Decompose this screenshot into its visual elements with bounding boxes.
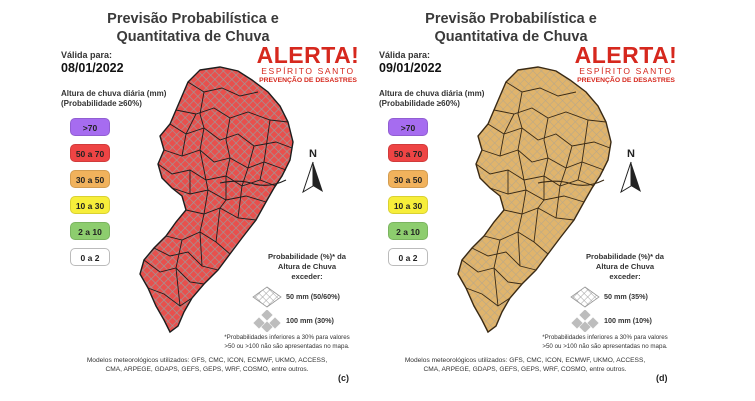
prob-title-line-3: exceder: — [291, 272, 323, 281]
north-arrow: N — [299, 148, 327, 201]
prob-title-line-1: Probabilidade (%)* da — [585, 252, 665, 261]
footnote: *Probabilidades inferiores a 30% para va… — [520, 334, 690, 351]
legend-title: Altura de chuva diária (mm) (Probabilida… — [379, 89, 484, 109]
prob-100mm-label: 100 mm (10%) — [604, 316, 652, 325]
logo-main-text: ALERTA! — [574, 42, 678, 68]
title-line-1: Previsão Probabilística e — [425, 11, 597, 27]
logo-main-text: ALERTA! — [256, 42, 360, 68]
state-outline — [139, 66, 294, 334]
espirito-santo-map — [139, 66, 294, 334]
valid-date: 08/01/2022 — [61, 61, 124, 75]
dot-symbol-100mm-icon — [571, 310, 599, 332]
north-label: N — [309, 148, 317, 160]
municipality-borders — [461, 81, 611, 307]
panel-title: Previsão Probabilística e Quantitativa d… — [406, 10, 616, 46]
legend-swatch-gt70: >70 — [70, 118, 110, 136]
valid-label: Válida para: — [379, 50, 431, 60]
models-line-1: Modelos meteorológicos utilizados: GFS, … — [86, 357, 328, 364]
hatch-symbol-50mm-icon — [252, 286, 282, 308]
legend-swatch-0-2: 0 a 2 — [70, 248, 110, 266]
models-note: Modelos meteorológicos utilizados: GFS, … — [390, 356, 660, 374]
forecast-panel-d: Previsão Probabilística e Quantitativa d… — [370, 0, 688, 401]
municipality-borders — [143, 81, 293, 307]
north-arrow: N — [617, 148, 645, 201]
prob-row-100mm: 100 mm (30%) — [252, 310, 372, 332]
dot-symbol-100mm-icon — [253, 310, 281, 332]
north-arrow-icon — [302, 161, 323, 194]
legend-title-line-2: (Probabilidade ≥60%) — [61, 99, 142, 108]
logo-sub2-text: PREVENÇÃO DE DESASTRES — [577, 77, 675, 84]
models-line-1: Modelos meteorológicos utilizados: GFS, … — [404, 357, 646, 364]
legend-swatch-30-50: 30 a 50 — [70, 170, 110, 188]
legend-swatch-50-70: 50 a 70 — [388, 144, 428, 162]
prob-row-50mm: 50 mm (35%) — [570, 286, 690, 308]
prob-title-line-2: Altura de Chuva — [595, 262, 655, 271]
logo-sub2-text: PREVENÇÃO DE DESASTRES — [259, 77, 357, 84]
legend-title-line-1: Altura de chuva diária (mm) — [379, 89, 485, 98]
prob-row-100mm: 100 mm (10%) — [570, 310, 690, 332]
valid-label: Válida para: — [61, 50, 113, 60]
prob-row-50mm: 50 mm (50/60%) — [252, 286, 372, 308]
hatch-symbol-50mm-icon — [570, 286, 600, 308]
footnote-line-2: >50 ou >100 não são apresentadas no mapa… — [224, 342, 350, 350]
legend-swatch-2-10: 2 a 10 — [388, 222, 428, 240]
legend-title: Altura de chuva diária (mm) (Probabilida… — [61, 89, 166, 109]
legend-swatch-50-70: 50 a 70 — [70, 144, 110, 162]
models-line-2: CMA, ARPEGE, GDAPS, GEFS, GEPS, WRF, COS… — [423, 366, 627, 373]
panel-title: Previsão Probabilística e Quantitativa d… — [88, 10, 298, 46]
prob-title-line-1: Probabilidade (%)* da — [267, 252, 347, 261]
rio-doce-river — [219, 179, 287, 186]
models-note: Modelos meteorológicos utilizados: GFS, … — [72, 356, 342, 374]
legend-swatch-0-2: 0 a 2 — [388, 248, 428, 266]
rain-legend: >70 50 a 70 30 a 50 10 a 30 2 a 10 0 a 2 — [388, 118, 428, 274]
alerta-logo: ALERTA! ESPÍRITO SANTO PREVENÇÃO DE DESA… — [570, 44, 682, 85]
title-line-2: Quantitativa de Chuva — [434, 29, 588, 45]
north-label: N — [627, 148, 635, 160]
footnote: *Probabilidades inferiores a 30% para va… — [202, 334, 372, 351]
rio-doce-river — [537, 179, 605, 186]
legend-swatch-gt70: >70 — [388, 118, 428, 136]
legend-swatch-10-30: 10 a 30 — [388, 196, 428, 214]
rain-legend: >70 50 a 70 30 a 50 10 a 30 2 a 10 0 a 2 — [70, 118, 110, 274]
legend-swatch-10-30: 10 a 30 — [70, 196, 110, 214]
models-line-2: CMA, ARPEGE, GDAPS, GEFS, GEPS, WRF, COS… — [105, 366, 309, 373]
espirito-santo-map — [457, 66, 612, 334]
probability-legend-title: Probabilidade (%)* da Altura de Chuva ex… — [250, 252, 364, 282]
forecast-panel-c: Previsão Probabilística e Quantitativa d… — [52, 0, 370, 401]
legend-swatch-30-50: 30 a 50 — [388, 170, 428, 188]
logo-sub-text: ESPÍRITO SANTO — [579, 66, 673, 76]
legend-swatch-2-10: 2 a 10 — [70, 222, 110, 240]
legend-title-line-1: Altura de chuva diária (mm) — [61, 89, 167, 98]
prob-title-line-3: exceder: — [609, 272, 641, 281]
panel-letter: (d) — [656, 373, 668, 383]
prob-50mm-label: 50 mm (35%) — [604, 292, 648, 301]
logo-sub-text: ESPÍRITO SANTO — [261, 66, 355, 76]
state-outline — [457, 66, 612, 334]
footnote-line-1: *Probabilidades inferiores a 30% para va… — [224, 334, 350, 341]
valid-date: 09/01/2022 — [379, 61, 442, 75]
legend-title-line-2: (Probabilidade ≥60%) — [379, 99, 460, 108]
prob-100mm-label: 100 mm (30%) — [286, 316, 334, 325]
prob-50mm-label: 50 mm (50/60%) — [286, 292, 340, 301]
north-arrow-icon — [620, 161, 641, 194]
alerta-logo: ALERTA! ESPÍRITO SANTO PREVENÇÃO DE DESA… — [252, 44, 364, 85]
footnote-line-2: >50 ou >100 não são apresentadas no mapa… — [542, 342, 668, 350]
title-line-1: Previsão Probabilística e — [107, 11, 279, 27]
panel-letter: (c) — [338, 373, 349, 383]
footnote-line-1: *Probabilidades inferiores a 30% para va… — [542, 334, 668, 341]
title-line-2: Quantitativa de Chuva — [116, 29, 270, 45]
probability-legend-title: Probabilidade (%)* da Altura de Chuva ex… — [568, 252, 682, 282]
prob-title-line-2: Altura de Chuva — [277, 262, 337, 271]
